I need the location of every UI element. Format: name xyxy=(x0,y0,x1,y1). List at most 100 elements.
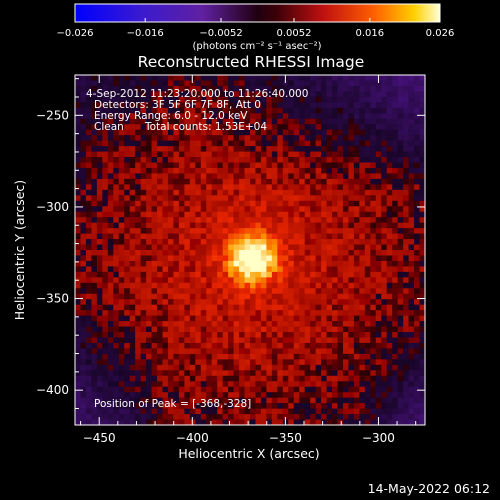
heatmap-cell xyxy=(255,135,262,141)
heatmap-cell xyxy=(337,184,344,191)
heatmap-cell xyxy=(266,118,273,125)
heatmap-cell xyxy=(260,342,267,349)
heatmap-cell xyxy=(375,184,382,191)
heatmap-cell xyxy=(370,184,377,191)
heatmap-cell xyxy=(315,91,322,98)
heatmap-cell xyxy=(403,255,409,262)
heatmap-cell xyxy=(102,315,109,322)
heatmap-cell xyxy=(233,233,240,240)
heatmap-cell xyxy=(75,299,81,305)
heatmap-cell xyxy=(315,195,322,202)
heatmap-cell xyxy=(178,239,185,245)
heatmap-cell xyxy=(375,178,382,185)
heatmap-cell xyxy=(211,299,218,305)
heatmap-cell xyxy=(342,337,349,344)
heatmap-cell xyxy=(260,397,267,404)
heatmap-cell xyxy=(239,419,245,426)
heatmap-cell xyxy=(342,299,349,305)
heatmap-cell xyxy=(178,282,185,289)
heatmap-cell xyxy=(80,228,87,234)
heatmap-cell xyxy=(135,91,141,98)
heatmap-cell xyxy=(277,375,284,382)
heatmap-cell xyxy=(250,244,256,251)
heatmap-cell xyxy=(348,244,355,251)
heatmap-cell xyxy=(151,359,158,366)
heatmap-cell xyxy=(342,233,349,240)
heatmap-cell xyxy=(403,140,409,147)
heatmap-cell xyxy=(173,304,180,311)
heatmap-cell xyxy=(124,359,130,366)
heatmap-cell xyxy=(419,113,426,120)
heatmap-cell xyxy=(342,211,349,218)
heatmap-cell xyxy=(118,293,125,300)
heatmap-cell xyxy=(239,195,245,202)
heatmap-cell xyxy=(75,124,81,130)
heatmap-cell xyxy=(370,173,377,180)
heatmap-cell xyxy=(178,151,185,158)
heatmap-cell xyxy=(381,353,388,360)
heatmap-cell xyxy=(321,266,327,273)
heatmap-cell xyxy=(140,386,147,393)
heatmap-cell xyxy=(266,364,273,371)
heatmap-cell xyxy=(244,381,251,388)
heatmap-cell xyxy=(102,310,109,316)
heatmap-cell xyxy=(250,211,256,218)
heatmap-cell xyxy=(304,364,311,371)
heatmap-cell xyxy=(102,288,109,295)
heatmap-cell xyxy=(260,266,267,273)
heatmap-cell xyxy=(189,124,196,130)
heatmap-cell xyxy=(113,189,120,196)
heatmap-cell xyxy=(129,146,136,152)
heatmap-cell xyxy=(96,222,103,229)
heatmap-cell xyxy=(195,392,202,398)
heatmap-cell xyxy=(107,129,114,136)
heatmap-cell xyxy=(151,397,158,404)
heatmap-cell xyxy=(375,250,382,256)
heatmap-cell xyxy=(386,135,393,141)
heatmap-cell xyxy=(250,386,256,393)
heatmap-cell xyxy=(381,75,388,81)
heatmap-cell xyxy=(392,304,398,311)
heatmap-cell xyxy=(102,364,109,371)
heatmap-cell xyxy=(151,293,158,300)
heatmap-cell xyxy=(282,91,289,98)
heatmap-cell xyxy=(167,332,174,338)
heatmap-cell xyxy=(157,288,163,295)
heatmap-cell xyxy=(381,206,388,213)
heatmap-cell xyxy=(397,266,404,273)
heatmap-cell xyxy=(222,255,229,262)
heatmap-cell xyxy=(359,80,366,87)
heatmap-cell xyxy=(326,228,333,234)
heatmap-cell xyxy=(260,178,267,185)
heatmap-cell xyxy=(255,195,262,202)
heatmap-cell xyxy=(157,326,163,333)
heatmap-cell xyxy=(102,178,109,185)
heatmap-cell xyxy=(304,178,311,185)
heatmap-cell xyxy=(282,239,289,245)
heatmap-cell xyxy=(271,397,278,404)
heatmap-cell xyxy=(397,337,404,344)
heatmap-cell xyxy=(151,91,158,98)
heatmap-cell xyxy=(184,260,191,267)
heatmap-cell xyxy=(353,146,360,152)
heatmap-cell xyxy=(102,304,109,311)
heatmap-cell xyxy=(102,359,109,366)
heatmap-cell xyxy=(260,75,267,81)
heatmap-cell xyxy=(310,75,316,81)
heatmap-cell xyxy=(206,370,213,377)
heatmap-cell xyxy=(364,173,371,180)
heatmap-cell xyxy=(408,178,415,185)
heatmap-cell xyxy=(189,217,196,223)
heatmap-cell xyxy=(342,184,349,191)
heatmap-cell xyxy=(217,326,223,333)
heatmap-cell xyxy=(315,244,322,251)
heatmap-cell xyxy=(348,288,355,295)
heatmap-cell xyxy=(359,113,366,120)
heatmap-cell xyxy=(419,167,426,174)
heatmap-cell xyxy=(299,80,305,87)
heatmap-cell xyxy=(266,200,273,207)
heatmap-cell xyxy=(315,162,322,169)
heatmap-cell xyxy=(381,102,388,109)
heatmap-cell xyxy=(140,260,147,267)
heatmap-cell xyxy=(85,266,92,273)
